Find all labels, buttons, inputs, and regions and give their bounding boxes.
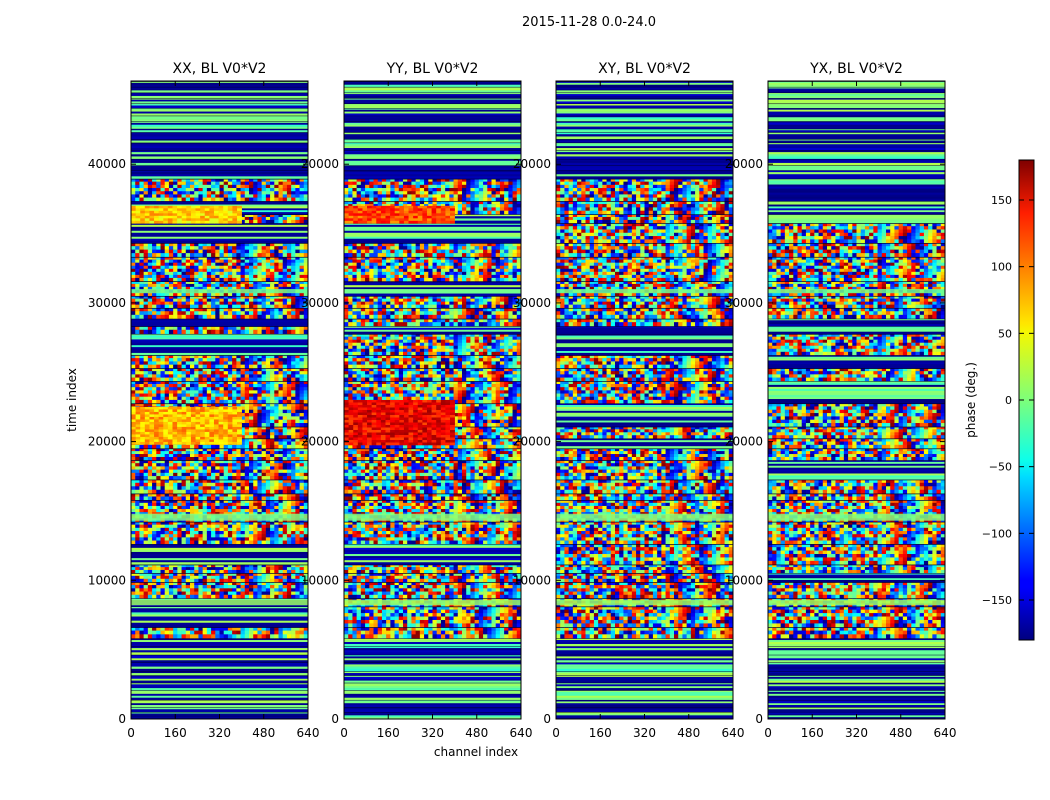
panel-title: YX, BL V0*V2 (809, 61, 903, 77)
colorbar-tick-label: 0 (1005, 394, 1012, 407)
colorbar-tick-label: 50 (998, 327, 1012, 340)
panel-1: YY, BL V0*V2 0 160 320 480 640 0 10000 20000 3000… (301, 61, 533, 740)
colorbar-label: phase (deg.) (964, 362, 978, 438)
phase-image (344, 81, 521, 719)
y-tick-label: 30000 (88, 296, 126, 310)
x-tick-label: 640 (510, 726, 533, 740)
x-tick-label: 480 (889, 726, 912, 740)
y-tick-label: 10000 (513, 573, 551, 587)
y-tick-label: 20000 (513, 157, 551, 171)
y-tick-label: 20000 (301, 435, 339, 449)
y-tick-label: 0 (118, 712, 126, 726)
panel-0: XX, BL V0*V2 0 160 320 480 640 0 10000 20000 3000… (88, 61, 320, 740)
x-tick-label: 320 (633, 726, 656, 740)
colorbar-tick-label: 100 (991, 261, 1012, 274)
phase-image (768, 81, 945, 719)
y-tick-label: 30000 (513, 296, 551, 310)
y-tick-label: 20000 (513, 435, 551, 449)
x-tick-label: 320 (845, 726, 868, 740)
x-tick-label: 160 (164, 726, 187, 740)
x-tick-label: 640 (297, 726, 320, 740)
y-tick-label: 40000 (88, 157, 126, 171)
x-tick-label: 320 (208, 726, 231, 740)
x-axis-label: channel index (434, 745, 518, 759)
y-tick-label: 0 (755, 712, 763, 726)
colorbar-tick-label: −150 (982, 594, 1012, 607)
y-tick-label: 10000 (301, 573, 339, 587)
y-tick-label: 20000 (725, 157, 763, 171)
y-tick-label: 0 (331, 712, 339, 726)
y-tick-label: 30000 (301, 296, 339, 310)
x-tick-label: 480 (677, 726, 700, 740)
phase-image (556, 81, 733, 719)
colorbar-tick-label: 150 (991, 194, 1012, 207)
phase-image (131, 81, 308, 719)
y-tick-label: 20000 (301, 157, 339, 171)
y-tick-label: 20000 (725, 435, 763, 449)
y-tick-label: 20000 (88, 435, 126, 449)
y-tick-label: 0 (543, 712, 551, 726)
panel-title: YY, BL V0*V2 (386, 61, 479, 77)
x-tick-label: 640 (722, 726, 745, 740)
x-tick-label: 160 (377, 726, 400, 740)
colorbar: 150 100 50 0 −50 −100 −150 phase (deg.) (964, 159, 1035, 641)
x-tick-label: 640 (934, 726, 957, 740)
x-tick-label: 320 (421, 726, 444, 740)
x-tick-label: 0 (552, 726, 560, 740)
panel-title: XX, BL V0*V2 (173, 61, 267, 77)
x-tick-label: 160 (589, 726, 612, 740)
figure-title: 2015-11-28 0.0-24.0 (522, 15, 656, 30)
y-tick-label: 10000 (725, 573, 763, 587)
x-tick-label: 0 (127, 726, 135, 740)
panel-3: YX, BL V0*V2 0 160 320 480 640 0 10000 20000 3000… (725, 61, 957, 740)
y-axis-label: time index (65, 368, 79, 432)
x-tick-label: 160 (801, 726, 824, 740)
colorbar-tick-label: −100 (982, 527, 1012, 540)
x-tick-label: 0 (764, 726, 772, 740)
x-tick-label: 0 (340, 726, 348, 740)
colorbar-tick-label: −50 (989, 461, 1012, 474)
x-tick-label: 480 (465, 726, 488, 740)
x-tick-label: 480 (252, 726, 275, 740)
panel-2: XY, BL V0*V2 0 160 320 480 640 0 10000 20000 3000… (513, 61, 745, 740)
panel-title: XY, BL V0*V2 (598, 61, 691, 77)
y-tick-label: 10000 (88, 573, 126, 587)
y-tick-label: 30000 (725, 296, 763, 310)
